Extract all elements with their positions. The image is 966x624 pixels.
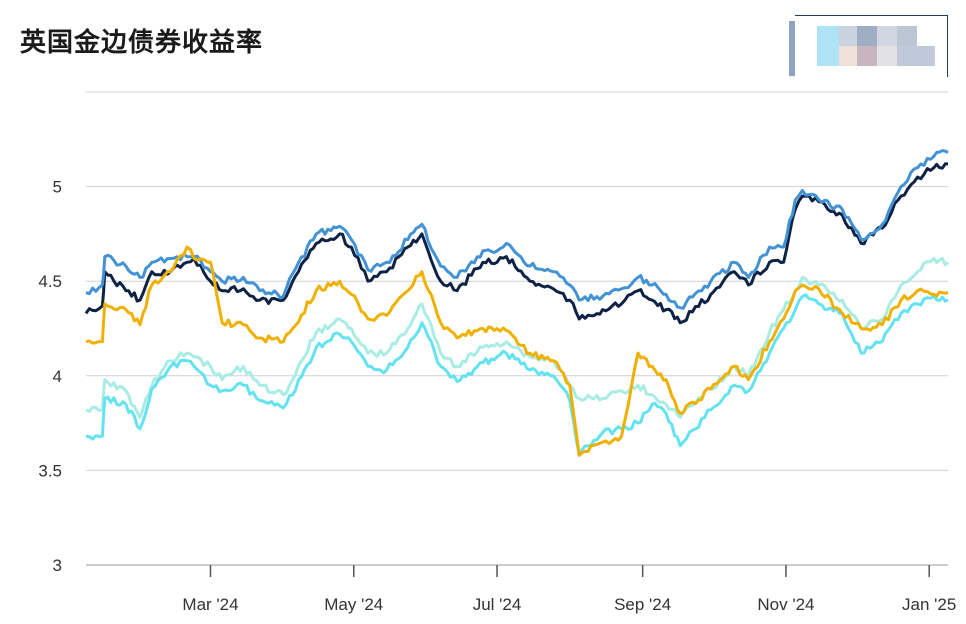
axes: 3 3.5 4 4.5 5 Mar '24 May '24 Jul '24 Sep '24 Nov… [38,178,956,614]
legend [789,15,948,77]
x-tick-label: Nov '24 [757,595,814,614]
legend-swatch [857,46,877,66]
legend-swatch [897,26,917,46]
series-group [84,149,949,457]
y-tick-label: 3 [53,556,62,575]
legend-swatch [839,46,857,66]
legend-swatch [789,21,795,76]
x-tick-label: Sep '24 [614,595,671,614]
series-line-1 [85,149,949,310]
chart-title: 英国金边债券收益率 [20,28,264,58]
legend-swatch [857,26,877,46]
x-tick-label: Jan '25 [902,595,956,614]
series-line-2 [85,256,949,419]
y-tick-label: 5 [53,178,62,197]
series-line-3 [85,293,949,457]
y-tick-label: 4 [53,367,62,386]
y-tick-label: 3.5 [38,461,62,480]
legend-swatch [817,26,839,66]
series-line-0 [84,162,948,325]
legend-swatch [877,26,897,46]
grid-lines [86,91,948,566]
legend-swatch [897,46,935,66]
x-tick-label: Jul '24 [473,595,522,614]
legend-swatch [839,26,857,46]
x-tick-label: May '24 [324,595,383,614]
x-tick-label: Mar '24 [182,595,238,614]
y-tick-label: 4.5 [38,272,62,291]
legend-swatch [877,46,897,66]
series-line-4 [85,245,949,457]
